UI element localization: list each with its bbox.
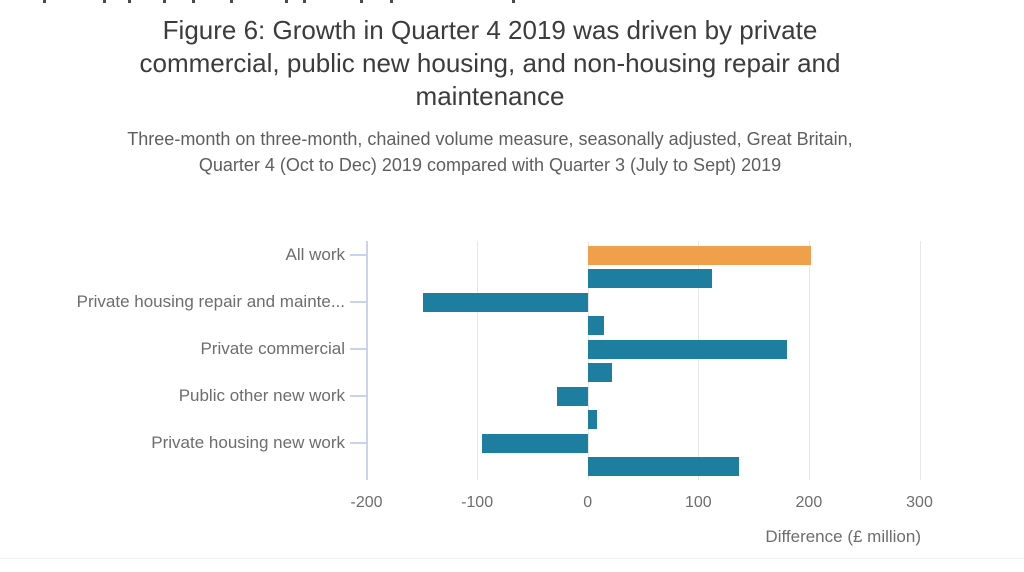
bar-unlabeled-5[interactable] <box>587 363 613 382</box>
gridline <box>919 241 921 480</box>
y-axis-line <box>365 241 368 480</box>
chart-subtitle: Three-month on three-month, chained volu… <box>0 126 980 178</box>
bar-all-work[interactable] <box>587 245 812 265</box>
x-tick-label: -100 <box>461 494 494 511</box>
bar-private-housing-repair-and-mainte[interactable] <box>422 292 588 312</box>
x-tick-label: 0 <box>583 494 593 511</box>
bar-public-other-new-work[interactable] <box>556 386 588 406</box>
y-axis-tick <box>350 395 366 397</box>
x-tick-label: -200 <box>350 494 383 511</box>
chart-title-line: Figure 6: Growth in Quarter 4 2019 was d… <box>162 15 818 45</box>
y-axis-tick <box>350 442 366 444</box>
bar-private-commercial[interactable] <box>587 339 787 359</box>
gridline <box>587 241 589 480</box>
gridline <box>808 241 810 480</box>
chart-title-line: commercial, public new housing, and non-… <box>139 48 841 78</box>
bar-private-housing-new-work[interactable] <box>481 433 588 453</box>
chart-title: Figure 6: Growth in Quarter 4 2019 was d… <box>0 14 980 113</box>
chart-subtitle-line: Three-month on three-month, chained volu… <box>127 129 853 149</box>
bar-unlabeled-7[interactable] <box>587 410 597 429</box>
bottom-divider <box>0 558 1024 559</box>
bar-unlabeled-9[interactable] <box>587 457 740 476</box>
category-label: Private housing repair and mainte... <box>76 292 345 311</box>
y-axis-tick <box>350 301 366 303</box>
category-label: Private commercial <box>200 339 345 358</box>
category-label: Private housing new work <box>151 433 345 452</box>
category-label: Public other new work <box>178 386 345 405</box>
chart-title-line: maintenance <box>415 81 565 111</box>
bar-unlabeled-1[interactable] <box>587 269 712 288</box>
x-tick-label: 300 <box>906 494 933 511</box>
x-tick-label: 200 <box>795 494 823 511</box>
x-tick-label: 100 <box>684 494 712 511</box>
x-axis-title: Difference (£ million) <box>765 527 921 546</box>
gridline <box>698 241 700 480</box>
chart-subtitle-line: Quarter 4 (Oct to Dec) 2019 compared wit… <box>198 155 782 175</box>
category-label: All work <box>285 245 345 264</box>
y-axis-tick <box>350 254 366 256</box>
y-axis-tick <box>350 348 366 350</box>
bar-unlabeled-3[interactable] <box>587 316 605 335</box>
gridline <box>477 241 479 480</box>
